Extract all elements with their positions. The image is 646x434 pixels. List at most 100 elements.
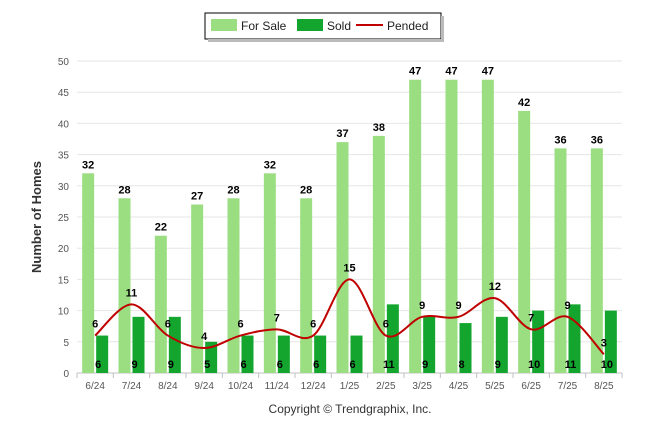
bar-sold[interactable]	[314, 335, 327, 373]
y-tick-label: 10	[58, 307, 70, 318]
bar-sold[interactable]	[96, 335, 109, 373]
data-label-for-sale: 47	[482, 66, 494, 78]
data-label-for-sale: 32	[82, 159, 94, 171]
data-label-pended: 9	[419, 300, 425, 312]
data-label-for-sale: 28	[300, 184, 312, 196]
bar-sold[interactable]	[532, 310, 545, 373]
bar-sold[interactable]	[205, 341, 218, 373]
data-label-pended: 11	[126, 287, 138, 299]
data-label-pended: 6	[237, 319, 243, 331]
x-tick-label: 4/25	[449, 381, 469, 392]
legend-item-sold[interactable]: Sold	[297, 19, 351, 33]
bar-for-sale[interactable]	[409, 79, 422, 373]
bar-sold[interactable]	[386, 304, 399, 373]
legend-label-for-sale: For Sale	[241, 19, 287, 33]
bar-sold[interactable]	[241, 335, 254, 373]
bar-sold[interactable]	[459, 323, 472, 373]
bar-sold[interactable]	[132, 316, 145, 373]
data-label-sold: 9	[422, 359, 428, 371]
y-tick-label: 15	[58, 275, 70, 286]
x-tick-label: 3/25	[412, 381, 432, 392]
data-label-for-sale: 28	[227, 184, 239, 196]
data-label-sold: 11	[565, 359, 577, 371]
x-tick-label: 6/25	[521, 381, 541, 392]
bar-for-sale[interactable]	[118, 198, 131, 373]
data-label-for-sale: 38	[373, 122, 385, 134]
y-tick-label: 5	[63, 338, 69, 349]
data-label-pended: 15	[343, 262, 355, 274]
y-tick-label: 30	[58, 182, 70, 193]
bar-sold[interactable]	[495, 316, 508, 373]
pended-line-group	[94, 278, 605, 355]
bar-sold[interactable]	[277, 335, 290, 373]
legend-shadow	[441, 16, 444, 42]
legend-item-pended[interactable]: Pended	[356, 19, 428, 33]
bar-sold[interactable]	[604, 310, 617, 373]
bar-sold[interactable]	[568, 304, 581, 373]
bar-for-sale[interactable]	[445, 79, 458, 373]
legend-item-for-sale[interactable]: For Sale	[211, 19, 287, 33]
x-tick-label: 7/24	[122, 381, 142, 392]
data-label-pended: 7	[274, 312, 280, 324]
bar-sold[interactable]	[350, 335, 363, 373]
data-label-sold: 8	[458, 359, 464, 371]
bar-for-sale[interactable]	[154, 235, 167, 373]
x-tick-label: 11/24	[265, 381, 290, 392]
x-tick-label: 5/25	[485, 381, 505, 392]
data-label-sold: 6	[349, 359, 355, 371]
bar-for-sale[interactable]	[82, 173, 95, 373]
data-label-sold: 6	[95, 359, 101, 371]
pended-line[interactable]	[94, 278, 605, 355]
data-label-pended: 7	[528, 312, 534, 324]
data-label-sold: 5	[204, 359, 210, 371]
data-label-sold: 6	[277, 359, 283, 371]
data-label-for-sale: 42	[518, 97, 530, 109]
data-label-pended: 9	[455, 300, 461, 312]
y-tick-label: 0	[63, 369, 69, 380]
x-tick-label: 2/25	[376, 381, 396, 392]
bar-for-sale[interactable]	[263, 173, 276, 373]
x-tick-label: 12/24	[301, 381, 326, 392]
data-label-for-sale: 22	[155, 222, 167, 234]
x-tick-label: 10/24	[228, 381, 253, 392]
legend-swatch-for-sale	[211, 19, 237, 31]
bar-for-sale[interactable]	[372, 135, 385, 373]
data-label-sold: 6	[240, 359, 246, 371]
legend[interactable]: For Sale Sold Pended	[204, 12, 444, 42]
bar-for-sale[interactable]	[300, 198, 313, 373]
y-tick-label: 35	[58, 151, 70, 162]
bar-sold[interactable]	[423, 316, 436, 373]
legend-label-pended: Pended	[387, 19, 428, 33]
bar-for-sale[interactable]	[227, 198, 240, 373]
data-label-sold: 11	[383, 359, 395, 371]
data-label-sold: 10	[528, 359, 540, 371]
data-label-pended: 9	[564, 300, 570, 312]
x-tick-label: 8/25	[594, 381, 614, 392]
data-label-pended: 3	[601, 337, 607, 349]
data-label-sold: 6	[313, 359, 319, 371]
x-tick-label: 9/24	[194, 381, 214, 392]
legend-swatch-sold	[297, 19, 323, 31]
data-label-pended: 6	[310, 319, 316, 331]
bar-for-sale[interactable]	[481, 79, 494, 373]
data-label-for-sale: 36	[591, 134, 603, 146]
y-tick-label: 45	[58, 88, 70, 99]
data-label-sold: 9	[131, 359, 137, 371]
data-label-pended: 6	[92, 319, 98, 331]
data-label-for-sale: 47	[445, 66, 457, 78]
bar-for-sale[interactable]	[518, 110, 531, 374]
bar-for-sale[interactable]	[590, 148, 603, 373]
data-label-for-sale: 28	[118, 184, 130, 196]
bar-for-sale[interactable]	[554, 148, 567, 373]
data-label-pended: 6	[383, 319, 389, 331]
y-tick-label: 20	[58, 244, 70, 255]
bar-for-sale[interactable]	[191, 204, 204, 373]
data-label-pended: 6	[165, 319, 171, 331]
bar-sold[interactable]	[168, 316, 181, 373]
data-label-for-sale: 32	[264, 159, 276, 171]
data-label-for-sale: 27	[191, 191, 203, 203]
data-label-sold: 9	[168, 359, 174, 371]
bar-for-sale[interactable]	[336, 142, 349, 373]
y-tick-label: 50	[58, 57, 70, 68]
